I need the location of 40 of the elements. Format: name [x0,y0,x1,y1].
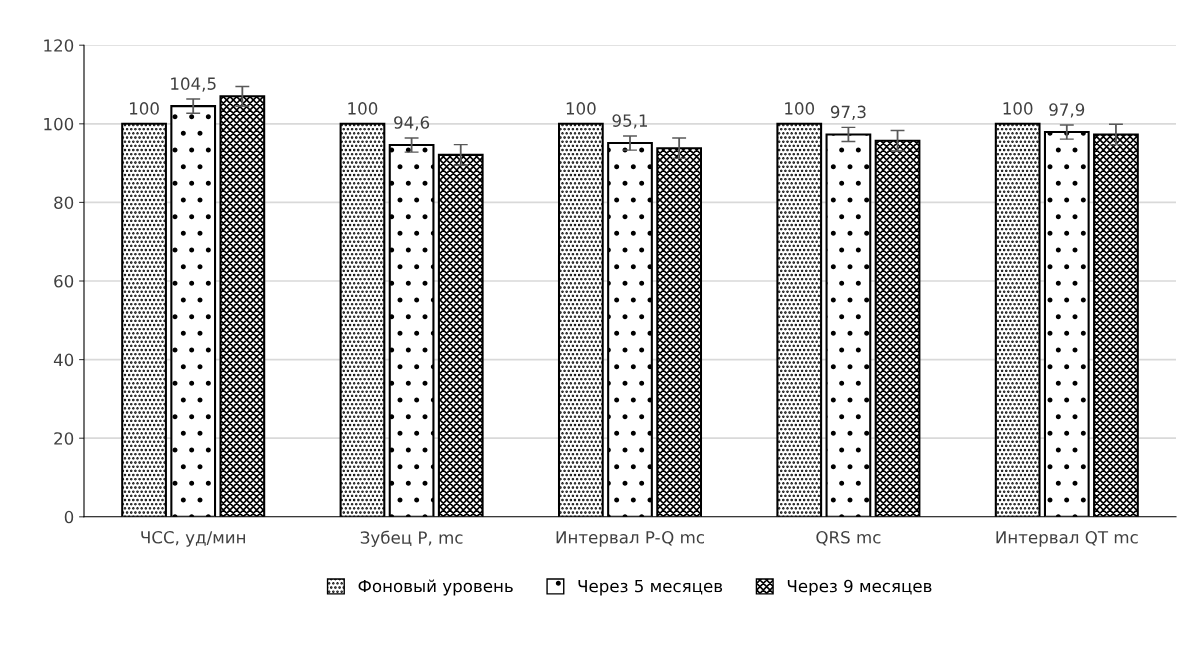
bar [1043,131,1090,517]
bar [607,142,653,517]
bar [825,133,872,517]
y-tick-label: 100 [44,117,74,131]
data-label: 94,6 [394,116,430,131]
data-label: 97,9 [1049,103,1085,118]
bar [994,122,1041,517]
x-tick-label: Интервал P-Q mc [556,530,704,547]
x-tick-label: Интервал QT mc [996,530,1138,547]
legend-label: Фоновый уровень [358,579,513,596]
legend-label: Через 9 месяцев [787,579,932,596]
data-label: 100 [566,102,596,115]
data-label: 100 [785,102,815,115]
bar [776,122,823,517]
bar [121,122,167,517]
data-label: 100 [348,102,378,115]
bar [219,95,266,517]
y-tick-label: 0 [64,510,74,524]
bar [656,147,703,517]
data-label: 100 [129,102,159,115]
bar [557,122,604,517]
data-label: 97,3 [830,105,866,120]
y-tick-label: 80 [54,196,74,209]
y-tick-label: 40 [53,353,74,367]
bar [388,144,435,517]
bar [170,105,217,517]
y-tick-label: 60 [54,274,74,288]
legend-label: Через 5 месяцев [578,579,723,596]
bar [874,139,921,517]
data-label: 95,1 [612,114,648,129]
bar [437,153,484,517]
y-tick-label: 20 [54,432,74,445]
x-tick-label: Зубец Р, mc [360,530,463,548]
data-label: 100 [1003,102,1033,115]
bar [1093,133,1139,517]
y-tick-label: 120 [44,39,74,52]
data-label: 104,5 [171,77,216,92]
x-tick-label: QRS mc [816,530,881,546]
x-tick-label: ЧСС, уд/мин [141,530,245,547]
bar [339,122,386,517]
